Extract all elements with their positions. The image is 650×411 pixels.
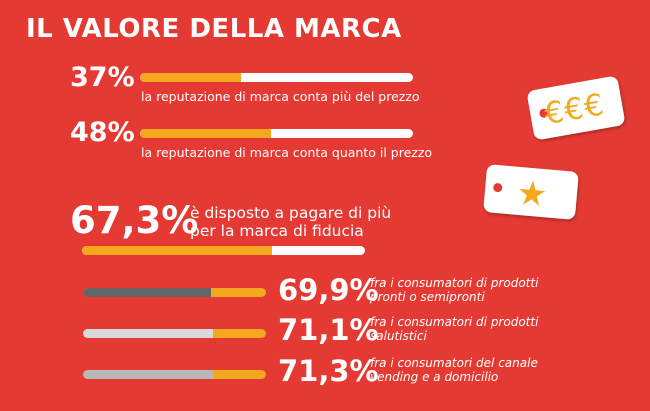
stat-2-bar bbox=[140, 129, 413, 138]
stat-5-bar-fill bbox=[83, 329, 214, 338]
stat-5-percent: 71,1% bbox=[278, 313, 379, 347]
stat-3-label-line1: è disposto a pagare di più bbox=[190, 204, 392, 222]
stat-1-percent: 37% bbox=[70, 62, 135, 93]
star-tag-icon: ★ bbox=[483, 164, 579, 220]
stat-6-label-line1: fra i consumatori del canale bbox=[370, 356, 538, 370]
stat-2-percent: 48% bbox=[70, 117, 135, 148]
euro-symbols: €€€ bbox=[541, 87, 608, 133]
stat-6-bar-fill bbox=[83, 370, 214, 379]
stat-1-bar-fill bbox=[140, 73, 241, 82]
stat-6-label-line2: vending e a domicilio bbox=[370, 370, 499, 384]
stat-3-bar-fill bbox=[82, 246, 273, 255]
price-tag-euro-icon: €€€ bbox=[526, 75, 626, 141]
stat-1-label: la reputazione di marca conta più del pr… bbox=[141, 89, 420, 104]
stat-4-bar-fill bbox=[83, 288, 211, 297]
page-title: IL VALORE DELLA MARCA bbox=[26, 14, 402, 44]
stat-5-label-line2: salutistici bbox=[370, 329, 427, 343]
stat-5-bar bbox=[83, 329, 266, 338]
stat-3-label-line2: per la marca di fiducia bbox=[190, 222, 364, 240]
star-icon: ★ bbox=[515, 172, 549, 216]
tag-hole bbox=[492, 182, 503, 193]
stat-4-percent: 69,9% bbox=[278, 273, 379, 307]
stat-1-bar bbox=[140, 73, 413, 82]
stat-4-label-line2: pronti o semipronti bbox=[370, 290, 485, 304]
stat-5-label-line1: fra i consumatori di prodotti bbox=[370, 315, 539, 329]
stat-4-label-line1: fra i consumatori di prodotti bbox=[370, 276, 539, 290]
stat-4-bar bbox=[83, 288, 266, 297]
stat-2-bar-fill bbox=[140, 129, 272, 138]
stat-3-bar bbox=[82, 246, 365, 255]
stat-3-percent: 67,3% bbox=[70, 199, 199, 242]
stat-2-label: la reputazione di marca conta quanto il … bbox=[141, 145, 433, 160]
stat-6-bar bbox=[83, 370, 266, 379]
stat-6-percent: 71,3% bbox=[278, 354, 379, 388]
